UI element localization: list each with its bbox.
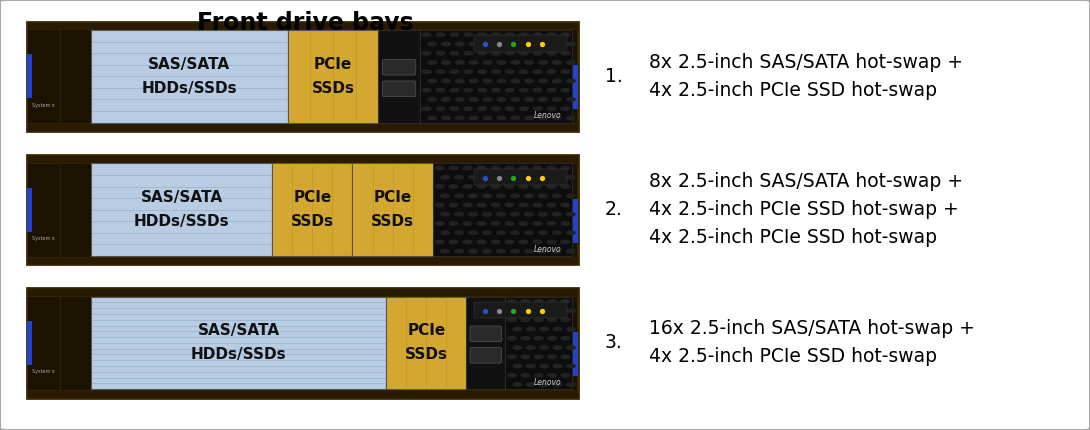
- Circle shape: [505, 203, 513, 207]
- Bar: [467, 297, 506, 389]
- Circle shape: [483, 79, 492, 83]
- Circle shape: [506, 33, 514, 37]
- Circle shape: [483, 194, 492, 197]
- Circle shape: [547, 52, 556, 55]
- Bar: [27, 29, 60, 123]
- Text: HDDs/SSDs: HDDs/SSDs: [191, 347, 287, 362]
- Circle shape: [483, 249, 492, 253]
- Circle shape: [534, 318, 543, 322]
- Text: SAS/SATA: SAS/SATA: [197, 323, 280, 338]
- Circle shape: [477, 185, 486, 188]
- Circle shape: [497, 42, 506, 46]
- Circle shape: [547, 185, 556, 188]
- Circle shape: [567, 364, 576, 368]
- Circle shape: [450, 107, 459, 111]
- Circle shape: [533, 33, 542, 37]
- Circle shape: [497, 249, 506, 253]
- Bar: [90, 30, 288, 123]
- Text: SSDs: SSDs: [291, 214, 334, 229]
- Bar: [573, 65, 578, 109]
- Circle shape: [533, 222, 542, 225]
- Circle shape: [441, 116, 450, 120]
- Circle shape: [441, 61, 450, 64]
- Text: PCIe: PCIe: [314, 57, 352, 72]
- Circle shape: [455, 212, 463, 216]
- Circle shape: [567, 249, 576, 253]
- Text: HDDs/SSDs: HDDs/SSDs: [142, 81, 238, 96]
- Circle shape: [526, 346, 535, 349]
- Circle shape: [561, 374, 570, 377]
- Circle shape: [450, 52, 459, 55]
- Text: Lenovo: Lenovo: [534, 378, 561, 387]
- Circle shape: [510, 175, 519, 179]
- Circle shape: [561, 240, 570, 244]
- Circle shape: [492, 70, 500, 74]
- Bar: [573, 332, 578, 376]
- Circle shape: [427, 61, 436, 64]
- Circle shape: [511, 98, 520, 101]
- Circle shape: [548, 355, 557, 359]
- Text: HDDs/SSDs: HDDs/SSDs: [134, 214, 229, 229]
- Bar: [27, 155, 578, 163]
- Text: System x: System x: [33, 369, 54, 375]
- Circle shape: [538, 249, 547, 253]
- Circle shape: [567, 175, 576, 179]
- Text: PCIe: PCIe: [293, 190, 331, 205]
- Circle shape: [561, 355, 570, 359]
- Circle shape: [526, 309, 535, 312]
- Circle shape: [538, 116, 547, 120]
- Circle shape: [464, 33, 473, 37]
- Circle shape: [567, 327, 576, 331]
- Circle shape: [524, 194, 533, 197]
- Circle shape: [561, 337, 570, 340]
- Circle shape: [469, 231, 477, 234]
- Circle shape: [510, 194, 519, 197]
- Circle shape: [519, 107, 528, 111]
- Circle shape: [450, 70, 459, 74]
- Circle shape: [524, 231, 533, 234]
- Circle shape: [547, 240, 556, 244]
- Circle shape: [477, 33, 486, 37]
- FancyBboxPatch shape: [383, 59, 415, 75]
- Circle shape: [540, 327, 548, 331]
- Text: 8x 2.5-inch SAS/SATA hot-swap +: 8x 2.5-inch SAS/SATA hot-swap +: [649, 172, 962, 191]
- Circle shape: [470, 98, 479, 101]
- Circle shape: [521, 337, 530, 340]
- Circle shape: [526, 383, 535, 386]
- Circle shape: [492, 107, 500, 111]
- Circle shape: [519, 89, 528, 92]
- Circle shape: [519, 185, 528, 188]
- Circle shape: [483, 212, 492, 216]
- Circle shape: [449, 222, 458, 225]
- Bar: [27, 288, 578, 296]
- Circle shape: [422, 33, 431, 37]
- Circle shape: [524, 98, 533, 101]
- Circle shape: [526, 327, 535, 331]
- Circle shape: [547, 166, 556, 170]
- Text: 3.: 3.: [605, 333, 622, 353]
- Circle shape: [497, 116, 506, 120]
- Text: System x: System x: [33, 103, 54, 108]
- Bar: [573, 199, 578, 243]
- Circle shape: [553, 116, 561, 120]
- Text: SSDs: SSDs: [404, 347, 448, 362]
- Circle shape: [511, 61, 520, 64]
- Bar: [27, 22, 578, 131]
- Circle shape: [441, 79, 450, 83]
- Circle shape: [435, 240, 444, 244]
- Circle shape: [477, 52, 486, 55]
- Bar: [433, 163, 572, 256]
- Bar: [27, 22, 578, 29]
- Circle shape: [463, 166, 472, 170]
- Bar: [27, 321, 32, 365]
- Circle shape: [422, 107, 431, 111]
- Bar: [272, 163, 352, 256]
- Circle shape: [505, 166, 513, 170]
- Circle shape: [567, 212, 576, 216]
- Circle shape: [567, 42, 576, 46]
- Text: Front drive bays: Front drive bays: [197, 11, 413, 35]
- Circle shape: [441, 98, 450, 101]
- Circle shape: [456, 61, 464, 64]
- Circle shape: [540, 383, 548, 386]
